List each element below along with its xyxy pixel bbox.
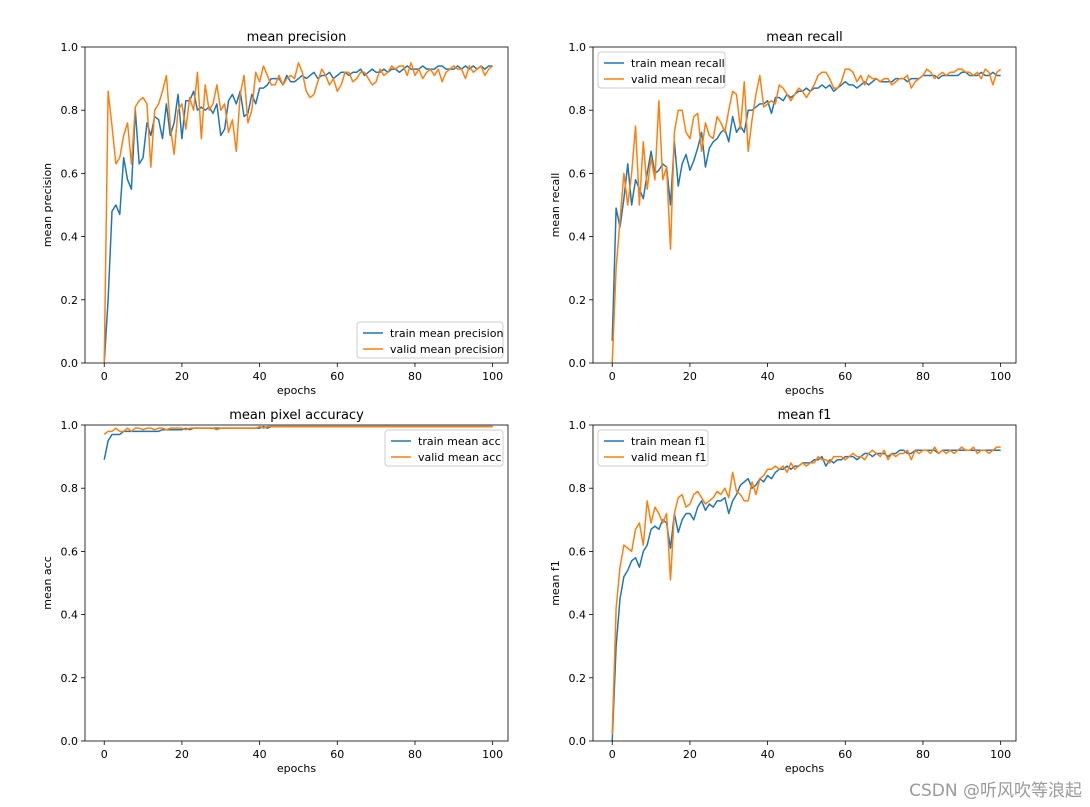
x-axis-label: epochs (785, 384, 824, 397)
y-tick-label: 0.8 (569, 104, 587, 117)
series-line-0 (611, 449, 1001, 741)
y-tick-label: 0.0 (61, 357, 79, 370)
x-tick-label: 100 (990, 370, 1011, 383)
chart-title: mean recall (766, 30, 842, 45)
subplot-0: mean precision 0 20 40 60 80 100 0.0 0.2 0.4 0.6 0.… (41, 30, 509, 397)
axes-frame (592, 424, 1017, 742)
x-tick-label: 0 (609, 370, 616, 383)
legend-label-0: train mean f1 (631, 435, 706, 448)
y-tick-label: 0.4 (61, 231, 79, 244)
legend-label-1: valid mean recall (631, 73, 725, 86)
series-line-0 (611, 71, 1001, 341)
x-tick-label: 40 (253, 748, 267, 761)
x-tick-label: 100 (990, 748, 1011, 761)
y-tick-label: 0.6 (569, 167, 587, 180)
y-tick-label: 0.2 (569, 672, 587, 685)
x-tick-label: 60 (330, 370, 344, 383)
watermark: CSDN @听风吹等浪起 (909, 781, 1082, 801)
y-tick-label: 0.6 (61, 167, 79, 180)
y-tick-label: 1.0 (569, 41, 587, 54)
y-tick-label: 0.4 (569, 231, 587, 244)
y-tick-label: 0.2 (61, 672, 79, 685)
y-tick-label: 0.4 (61, 609, 79, 622)
y-axis-label: mean recall (549, 173, 562, 238)
legend-box (384, 429, 504, 467)
y-tick-label: 0.2 (569, 294, 587, 307)
series-line-1 (611, 68, 1002, 363)
x-axis-label: epochs (785, 762, 824, 775)
chart-title: mean f1 (778, 408, 832, 423)
y-tick-label: 0.0 (569, 357, 587, 370)
x-tick-label: 100 (482, 748, 503, 761)
x-tick-label: 60 (330, 748, 344, 761)
y-tick-label: 0.0 (61, 735, 79, 748)
y-tick-label: 0.8 (61, 482, 79, 495)
axes-frame (84, 424, 509, 742)
x-tick-label: 40 (761, 370, 775, 383)
legend-box (356, 321, 504, 359)
x-tick-label: 80 (916, 370, 930, 383)
axes-frame (84, 46, 509, 364)
y-tick-label: 0.4 (569, 609, 587, 622)
series-line-0 (103, 65, 493, 363)
x-tick-label: 20 (683, 370, 697, 383)
legend: train mean f1 valid mean f1 (597, 429, 709, 467)
series-line-1 (103, 425, 493, 436)
x-tick-label: 20 (175, 370, 189, 383)
x-tick-label: 40 (761, 748, 775, 761)
y-axis-label: mean f1 (549, 560, 562, 606)
series-line-1 (611, 446, 1001, 735)
legend-box (597, 51, 726, 89)
legend-label-1: valid mean f1 (631, 451, 706, 464)
y-tick-label: 0.6 (569, 545, 587, 558)
chart-title: mean precision (247, 30, 347, 45)
x-tick-label: 0 (101, 370, 108, 383)
legend-label-0: train mean precision (390, 327, 503, 340)
x-axis-label: epochs (277, 762, 316, 775)
legend-label-1: valid mean acc (418, 451, 501, 464)
y-tick-label: 0.0 (569, 735, 587, 748)
chart-title: mean pixel accuracy (229, 408, 364, 423)
x-tick-label: 20 (175, 748, 189, 761)
legend-label-1: valid mean precision (390, 343, 504, 356)
y-tick-label: 1.0 (569, 419, 587, 432)
y-tick-label: 0.6 (61, 545, 79, 558)
x-tick-label: 100 (482, 370, 503, 383)
legend: train mean acc valid mean acc (384, 429, 504, 467)
y-tick-label: 0.8 (61, 104, 79, 117)
subplot-1: mean recall 0 20 40 60 80 100 0.0 0.2 0.4 0.6 0.8 1.… (549, 30, 1017, 397)
x-tick-label: 0 (101, 748, 108, 761)
x-tick-label: 80 (408, 748, 422, 761)
x-tick-label: 40 (253, 370, 267, 383)
series-line-1 (103, 62, 494, 363)
x-tick-label: 60 (838, 370, 852, 383)
y-tick-label: 1.0 (61, 419, 79, 432)
y-tick-label: 0.2 (61, 294, 79, 307)
y-tick-label: 1.0 (61, 41, 79, 54)
legend-label-0: train mean recall (631, 57, 725, 70)
y-axis-label: mean acc (41, 556, 54, 610)
legend: train mean recall valid mean recall (597, 51, 726, 89)
axes-frame (592, 46, 1017, 364)
legend-box (597, 429, 709, 467)
x-axis-label: epochs (277, 384, 316, 397)
legend: train mean precision valid mean precision (356, 321, 504, 359)
y-tick-label: 0.8 (569, 482, 587, 495)
x-tick-label: 0 (609, 748, 616, 761)
x-tick-label: 20 (683, 748, 697, 761)
x-tick-label: 60 (838, 748, 852, 761)
subplot-3: mean f1 0 20 40 60 80 100 0.0 0.2 0.4 0.6 0.8 1.0 epo… (549, 408, 1017, 775)
y-axis-label: mean precision (41, 163, 54, 247)
subplot-2: mean pixel accuracy 0 20 40 60 80 100 0.0 0.2 0.4… (41, 408, 509, 775)
x-tick-label: 80 (408, 370, 422, 383)
legend-label-0: train mean acc (418, 435, 501, 448)
x-tick-label: 80 (916, 748, 930, 761)
